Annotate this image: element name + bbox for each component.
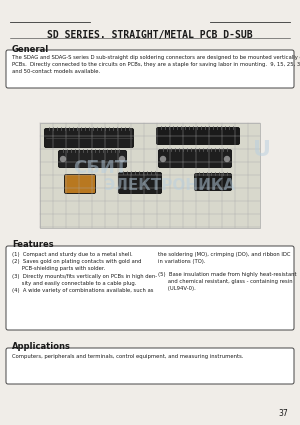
Text: The SDAG and SDAG-S series D sub-straight dip soldering connectors are designed : The SDAG and SDAG-S series D sub-straigh… xyxy=(12,55,300,74)
Circle shape xyxy=(61,156,65,162)
FancyBboxPatch shape xyxy=(6,50,294,88)
Text: 37: 37 xyxy=(278,409,288,418)
FancyBboxPatch shape xyxy=(157,128,239,144)
FancyBboxPatch shape xyxy=(6,348,294,384)
Circle shape xyxy=(224,156,230,162)
Text: Computers, peripherals and terminals, control equipment, and measuring instrumen: Computers, peripherals and terminals, co… xyxy=(12,354,244,359)
FancyBboxPatch shape xyxy=(118,173,161,193)
Text: the soldering (MO), crimping (DO), and ribbon IDC
in variations (TO).: the soldering (MO), crimping (DO), and r… xyxy=(158,252,290,264)
Text: SD SERIES. STRAIGHT/METAL PCB D-SUB: SD SERIES. STRAIGHT/METAL PCB D-SUB xyxy=(47,30,253,40)
Circle shape xyxy=(119,156,124,162)
FancyBboxPatch shape xyxy=(44,128,134,147)
FancyBboxPatch shape xyxy=(6,246,294,330)
Text: (5)  Base insulation made from highly heat-resistant
      and chemical resistan: (5) Base insulation made from highly hea… xyxy=(158,272,297,292)
Text: ЭЛЕКТРОНИКА: ЭЛЕКТРОНИКА xyxy=(104,178,236,193)
Text: Applications: Applications xyxy=(12,342,71,351)
Text: General: General xyxy=(12,45,49,54)
Bar xyxy=(40,123,260,228)
FancyBboxPatch shape xyxy=(64,175,95,193)
Text: U: U xyxy=(253,140,271,160)
FancyBboxPatch shape xyxy=(58,150,127,167)
FancyBboxPatch shape xyxy=(194,173,232,190)
Text: (1)  Compact and sturdy due to a metal shell.
(2)  Saves gold on plating contact: (1) Compact and sturdy due to a metal sh… xyxy=(12,252,157,293)
FancyBboxPatch shape xyxy=(158,150,232,167)
Circle shape xyxy=(160,156,166,162)
Text: Features: Features xyxy=(12,240,54,249)
Text: СБИТ: СБИТ xyxy=(73,159,127,177)
